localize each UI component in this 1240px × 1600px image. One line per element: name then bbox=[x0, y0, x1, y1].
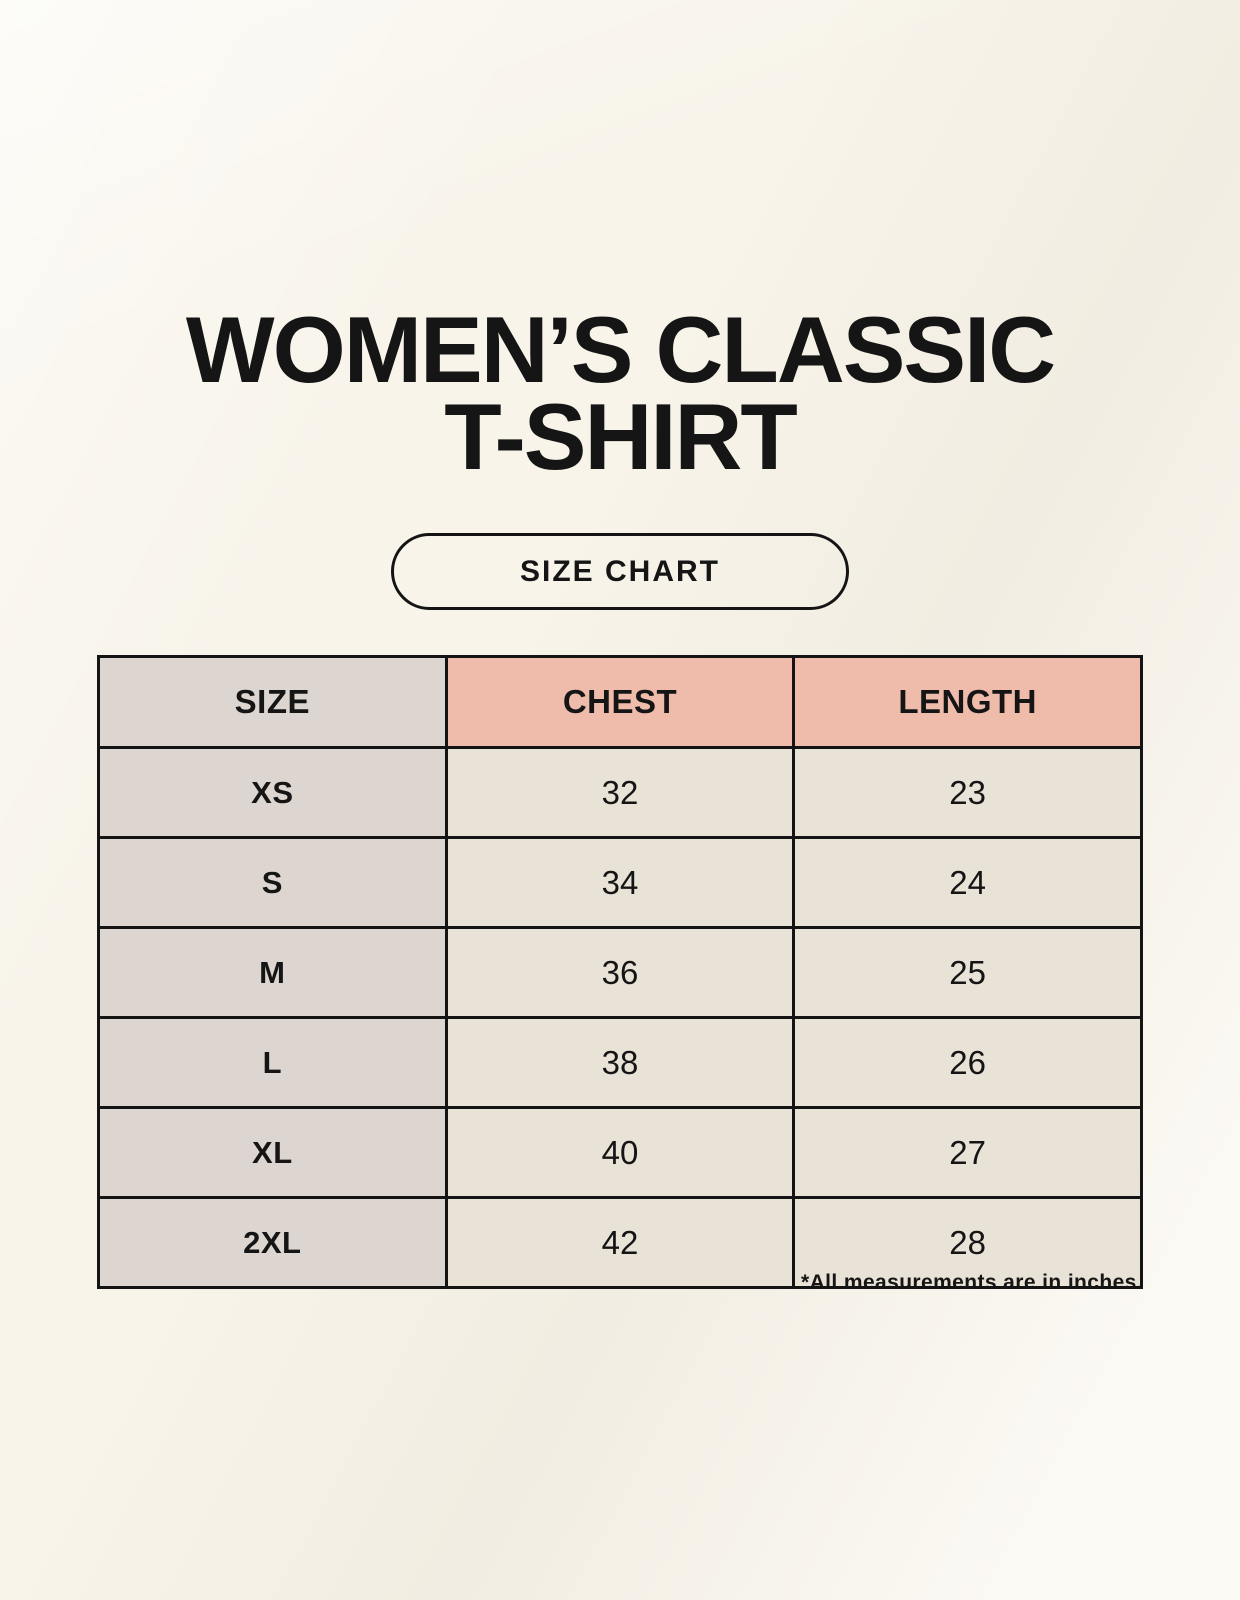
size-cell: M bbox=[97, 926, 448, 1019]
measurements-footnote: *All measurements are in inches. bbox=[801, 1271, 1143, 1294]
length-value-cell: 27 bbox=[792, 1106, 1143, 1199]
header-cell-size: SIZE bbox=[97, 655, 448, 749]
length-value-cell: 24 bbox=[792, 836, 1143, 929]
product-title: WOMEN’S CLASSIC T-SHIRT bbox=[0, 297, 1240, 490]
product-title-line-2: T-SHIRT bbox=[444, 384, 798, 490]
table-row: M 36 25 bbox=[97, 926, 1143, 1019]
length-value-cell: 23 bbox=[792, 746, 1143, 839]
chest-value-cell: 42 bbox=[444, 1196, 796, 1289]
size-cell: XL bbox=[97, 1106, 448, 1199]
chest-value-cell: 34 bbox=[444, 836, 796, 929]
chest-value-cell: 38 bbox=[444, 1016, 796, 1109]
table-row: S 34 24 bbox=[97, 836, 1143, 929]
size-chart-button[interactable]: SIZE CHART bbox=[391, 533, 849, 610]
chest-value-cell: 32 bbox=[444, 746, 796, 839]
length-value-cell: 25 bbox=[792, 926, 1143, 1019]
size-chart-button-label: SIZE CHART bbox=[520, 554, 720, 588]
length-value-cell: 28 bbox=[792, 1196, 1143, 1289]
table-row: 2XL 42 28 bbox=[97, 1196, 1143, 1289]
size-table-header-row: SIZE CHEST LENGTH bbox=[97, 655, 1143, 749]
table-row: XS 32 23 bbox=[97, 746, 1143, 839]
size-cell: S bbox=[97, 836, 448, 929]
header-cell-chest: CHEST bbox=[444, 655, 796, 749]
length-value-cell: 26 bbox=[792, 1016, 1143, 1109]
product-title-line-1: WOMEN’S CLASSIC bbox=[185, 297, 1056, 402]
chest-value-cell: 40 bbox=[444, 1106, 796, 1199]
chest-value-cell: 36 bbox=[444, 926, 796, 1019]
table-row: L 38 26 bbox=[97, 1016, 1143, 1109]
table-row: XL 40 27 bbox=[97, 1106, 1143, 1199]
size-cell: 2XL bbox=[97, 1196, 448, 1289]
header-cell-length: LENGTH bbox=[792, 655, 1143, 749]
size-table: SIZE CHEST LENGTH XS 32 23 S 34 24 M 36 … bbox=[97, 655, 1143, 1289]
size-cell: L bbox=[97, 1016, 448, 1109]
size-cell: XS bbox=[97, 746, 448, 839]
